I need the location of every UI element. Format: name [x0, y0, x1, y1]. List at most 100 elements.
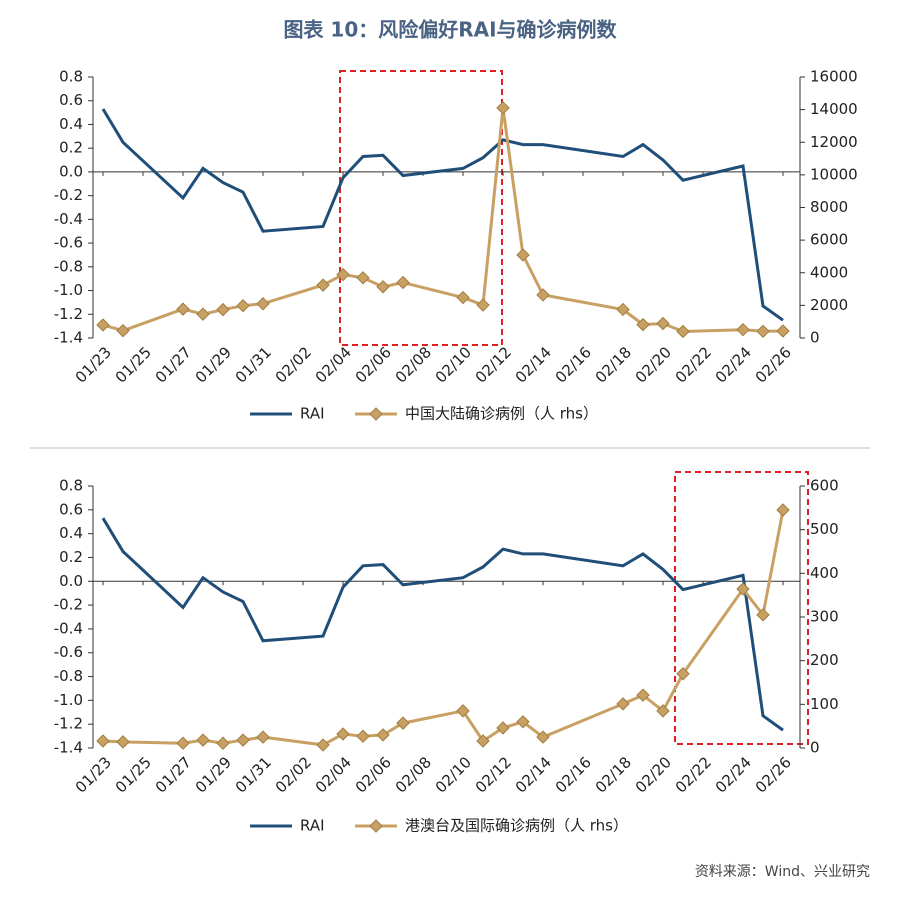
legend-label: 港澳台及国际确诊病例（人 rhs）: [405, 817, 628, 835]
marker: [496, 721, 510, 735]
highlight-box: [339, 70, 503, 346]
marker: [116, 735, 130, 749]
y-tick-label: 0.6: [59, 500, 83, 518]
marker: [676, 324, 690, 339]
page-title: 图表 10：风险偏好RAI与确诊病例数: [283, 18, 617, 42]
y2-tick-label: 200: [810, 651, 839, 669]
x-tick-label: 02/14: [512, 343, 555, 386]
marker: [336, 727, 350, 741]
x-tick-label: 01/25: [112, 343, 155, 386]
x-tick-label: 02/10: [432, 753, 475, 796]
marker: [636, 688, 650, 702]
marker: [316, 738, 330, 752]
y-tick-label: -0.6: [54, 234, 83, 252]
marker: [656, 704, 670, 718]
marker: [756, 324, 770, 339]
y2-tick-label: 400: [810, 564, 839, 582]
y-tick-label: -0.4: [54, 210, 83, 228]
marker: [616, 697, 630, 711]
marker: [616, 302, 630, 317]
y-tick-label: -0.6: [54, 643, 83, 661]
x-tick-label: 02/16: [552, 343, 595, 386]
y-tick-label: -1.2: [54, 305, 83, 323]
y2-tick-label: 500: [810, 520, 839, 538]
marker: [496, 101, 510, 115]
marker: [376, 280, 390, 294]
x-tick-label: 01/23: [72, 753, 115, 796]
marker: [176, 302, 190, 316]
marker: [96, 734, 110, 748]
marker: [476, 298, 490, 312]
y2-tick-label: 4000: [810, 263, 848, 281]
x-tick-label: 02/06: [352, 343, 395, 386]
y-tick-label: 0.2: [59, 139, 83, 157]
marker: [316, 278, 330, 292]
x-tick-label: 02/18: [592, 753, 635, 796]
marker: [456, 704, 470, 718]
x-tick-label: 02/24: [712, 343, 755, 386]
x-tick-label: 01/23: [72, 343, 115, 386]
y2-tick-label: 0: [810, 739, 820, 757]
marker: [256, 730, 270, 744]
x-tick-label: 02/14: [512, 753, 555, 796]
x-tick-label: 01/31: [232, 343, 275, 386]
marker: [516, 248, 530, 262]
marker: [396, 275, 410, 290]
x-tick-label: 02/06: [352, 753, 395, 796]
y-tick-label: 0.0: [59, 162, 83, 180]
series-line: [102, 509, 785, 747]
y2-tick-label: 8000: [810, 198, 848, 216]
marker: [176, 736, 190, 750]
marker: [656, 316, 670, 331]
y-tick-label: -1.4: [54, 329, 83, 347]
marker: [356, 271, 370, 285]
x-tick-label: 02/02: [272, 343, 315, 386]
y-tick-label: -1.0: [54, 281, 83, 299]
marker: [756, 608, 770, 622]
x-tick-label: 02/12: [472, 343, 515, 386]
legend-marker: [369, 819, 383, 833]
x-tick-label: 02/10: [432, 343, 475, 386]
source-note: 资料来源：Wind、兴业研究: [695, 864, 870, 880]
marker: [336, 267, 350, 282]
legend-marker: [369, 407, 383, 421]
x-tick-label: 02/20: [632, 343, 675, 386]
marker: [516, 715, 530, 729]
marker: [216, 302, 230, 317]
x-tick-label: 02/24: [712, 753, 755, 796]
marker: [476, 734, 490, 748]
marker: [396, 716, 410, 730]
y-tick-label: -1.0: [54, 691, 83, 709]
x-tick-label: 02/26: [752, 343, 795, 386]
marker: [216, 736, 230, 750]
marker: [376, 728, 390, 742]
marker: [536, 288, 550, 302]
x-tick-label: 02/08: [392, 343, 435, 386]
series-line: [101, 517, 784, 732]
x-tick-label: 01/29: [192, 753, 235, 796]
marker: [196, 307, 210, 321]
y-tick-label: -1.4: [54, 739, 83, 757]
y-tick-label: -1.2: [54, 715, 83, 733]
marker: [456, 290, 470, 305]
marker: [776, 503, 790, 517]
x-tick-label: 01/25: [112, 753, 155, 796]
x-tick-label: 02/16: [552, 753, 595, 796]
y-tick-label: 0.8: [59, 477, 83, 495]
y-tick-label: 0.2: [59, 548, 83, 566]
x-tick-label: 01/29: [192, 343, 235, 386]
x-tick-label: 02/04: [312, 753, 355, 796]
y2-tick-label: 16000: [810, 68, 858, 86]
legend-label: RAI: [300, 817, 325, 835]
marker: [636, 317, 650, 332]
x-tick-label: 02/20: [632, 753, 675, 796]
y2-tick-label: 6000: [810, 231, 848, 249]
y-tick-label: 0.4: [59, 115, 83, 133]
marker: [256, 297, 270, 311]
x-tick-label: 02/02: [272, 753, 315, 796]
y-tick-label: 0.8: [59, 68, 83, 86]
marker: [236, 733, 250, 747]
y2-tick-label: 100: [810, 695, 839, 713]
marker: [96, 318, 110, 332]
